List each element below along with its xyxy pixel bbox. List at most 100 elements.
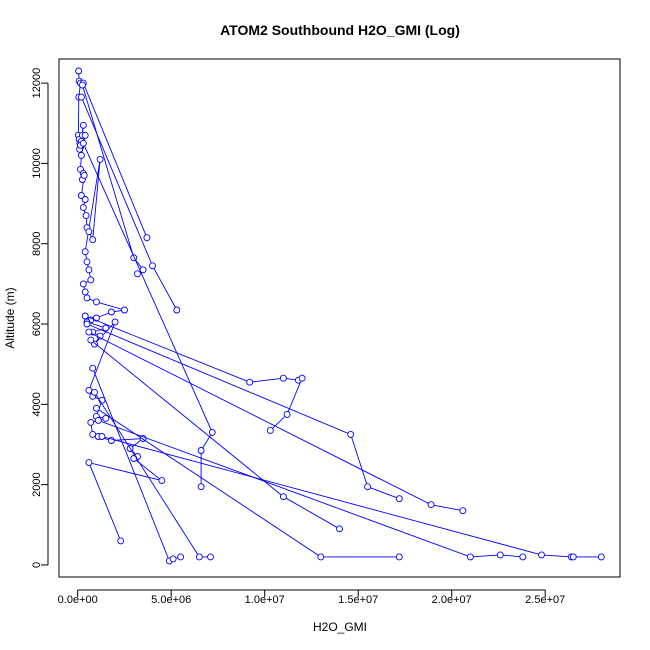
data-point <box>347 430 355 438</box>
data-point <box>283 410 291 418</box>
series-10 <box>89 364 185 565</box>
data-point <box>79 204 87 212</box>
data-point <box>81 196 89 203</box>
data-point <box>85 459 93 467</box>
series-8 <box>85 328 467 515</box>
data-point <box>134 270 141 278</box>
data-point <box>197 483 205 491</box>
y-tick-label: 2000 <box>31 472 43 496</box>
data-point <box>207 553 214 561</box>
data-point <box>77 93 85 101</box>
data-point <box>79 121 87 129</box>
data-point <box>91 388 98 396</box>
y-tick-label: 0 <box>31 562 43 568</box>
y-tick-label: 4000 <box>31 392 43 416</box>
data-point <box>96 155 104 163</box>
data-point <box>87 336 95 344</box>
x-tick-label: 1.5e+07 <box>338 594 378 606</box>
data-point <box>569 553 577 561</box>
series-3 <box>77 93 181 314</box>
data-point <box>279 493 287 501</box>
data-point <box>111 318 119 326</box>
data-point <box>519 553 527 561</box>
data-point <box>279 374 287 382</box>
data-point <box>597 553 605 561</box>
data-point <box>79 280 87 288</box>
series-6 <box>79 139 216 491</box>
x-axis-label: H2O_GMI <box>313 620 367 634</box>
data-point <box>298 374 306 382</box>
data-point <box>83 258 91 266</box>
data-point <box>158 477 166 485</box>
plot-frame <box>58 58 621 578</box>
data-point <box>87 418 95 426</box>
data-point <box>77 151 85 159</box>
series-7 <box>83 320 403 503</box>
y-axis-label: Altitude (m) <box>3 287 17 348</box>
x-tick-label: 2.0e+07 <box>432 594 472 606</box>
data-point <box>169 555 177 563</box>
data-point <box>197 447 205 454</box>
data-point <box>89 364 97 372</box>
data-point <box>364 483 372 491</box>
data-point <box>92 298 100 306</box>
data-point <box>81 288 89 296</box>
series-line <box>86 323 400 500</box>
data-point <box>427 501 435 509</box>
data-point <box>81 312 89 320</box>
data-point <box>107 308 115 316</box>
data-point <box>102 324 110 332</box>
series-12 <box>92 404 403 561</box>
data-point <box>102 414 110 422</box>
data-point <box>85 266 93 274</box>
data-point <box>395 553 403 561</box>
series-13 <box>94 416 527 561</box>
chart-title: ATOM2 Southbound H2O_GMI (Log) <box>220 22 460 38</box>
y-tick-label: 10000 <box>31 148 43 179</box>
data-point <box>121 306 128 314</box>
data-point <box>78 81 86 89</box>
data-point <box>89 430 97 438</box>
y-tick-label: 12000 <box>31 68 43 99</box>
data-point <box>81 248 89 256</box>
y-tick-label: 8000 <box>31 231 43 255</box>
data-point <box>87 276 95 284</box>
data-point <box>466 553 474 561</box>
data-point <box>98 433 106 440</box>
series-line <box>82 143 213 487</box>
data-point <box>92 404 100 412</box>
data-point <box>266 426 274 434</box>
series-line <box>82 82 148 238</box>
data-point <box>149 262 156 270</box>
data-point <box>85 328 93 336</box>
data-point <box>208 428 216 436</box>
data-point <box>85 386 93 394</box>
data-point <box>173 306 181 314</box>
x-tick-label: 2.5e+07 <box>525 594 565 606</box>
series-14 <box>98 433 605 561</box>
series-5 <box>81 312 306 434</box>
data-point <box>80 171 88 179</box>
data-point <box>496 551 504 559</box>
data-point <box>82 212 90 220</box>
series-layer <box>74 67 605 565</box>
x-tick-label: 1.0e+07 <box>245 594 285 606</box>
series-9 <box>87 336 343 533</box>
series-11 <box>91 388 214 561</box>
data-point <box>130 455 138 462</box>
y-axis: 0 2000 4000 6000 8000 10000 12000 <box>31 68 49 568</box>
data-point <box>117 537 125 545</box>
data-point <box>85 228 93 236</box>
y-tick-label: 6000 <box>31 312 43 336</box>
x-tick-label: 0.0e+00 <box>58 594 98 606</box>
data-point <box>395 495 403 503</box>
data-point <box>177 553 185 561</box>
data-point <box>81 131 89 139</box>
data-point <box>75 67 83 75</box>
data-point <box>83 294 91 302</box>
data-point <box>459 507 467 515</box>
data-point <box>538 551 545 559</box>
series-line <box>98 419 523 558</box>
data-point <box>143 234 151 242</box>
